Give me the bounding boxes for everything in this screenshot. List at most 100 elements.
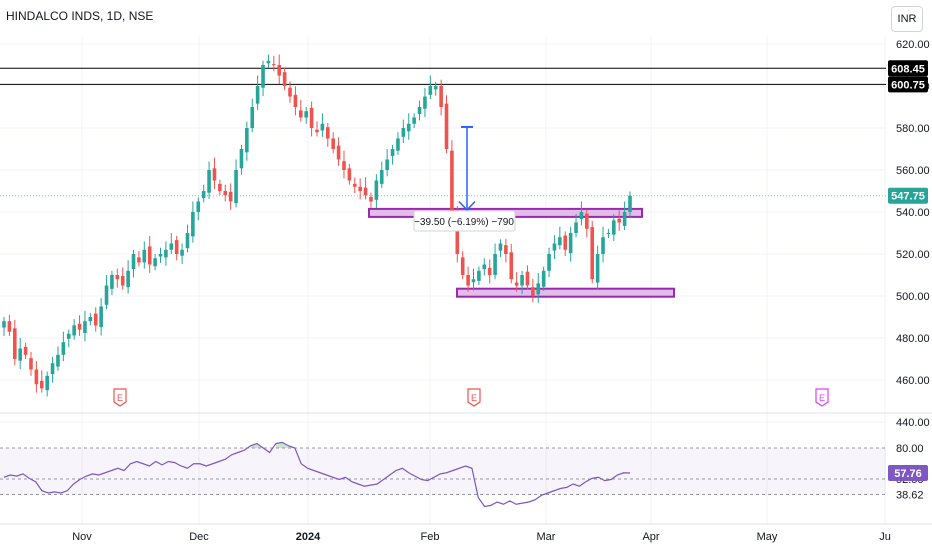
candle-body [207, 170, 211, 193]
candle-body [131, 254, 136, 270]
candle-body [450, 150, 454, 212]
candle-body [547, 254, 551, 271]
candle-body [196, 201, 201, 212]
candle-body [385, 159, 389, 170]
candle-body [115, 275, 120, 280]
candle-body [110, 275, 114, 289]
candle-body [169, 243, 174, 250]
candle-body [261, 65, 265, 88]
candle-body [158, 254, 163, 257]
earnings-letter: E [471, 393, 477, 403]
candle-body [336, 145, 341, 160]
price-badge-bg [888, 76, 928, 93]
earnings-badge [113, 388, 127, 407]
price-badge: 600.75 [888, 76, 928, 93]
candle-body [455, 210, 460, 254]
candle-body [363, 187, 368, 196]
rsi-band [0, 448, 886, 495]
earnings-marker: E [815, 388, 829, 407]
candle-body [234, 170, 238, 204]
candle-body [7, 321, 12, 332]
candle-body [180, 249, 184, 256]
candle-body [218, 183, 222, 191]
candle-body [347, 168, 352, 181]
candle-body [612, 220, 616, 235]
candle-body [406, 123, 411, 132]
candle-body [2, 321, 6, 328]
candle-body [12, 328, 17, 359]
time-tick-label: Feb [421, 531, 440, 543]
candle-body [558, 237, 562, 246]
candle-body [56, 354, 60, 367]
candle-body [514, 282, 519, 286]
candle-body [477, 270, 481, 281]
candle-body [34, 369, 39, 385]
price-badge: 547.75 [888, 187, 928, 204]
candle-body [29, 358, 33, 370]
price-tick-label: 500.00 [896, 291, 930, 303]
candle-body [504, 245, 508, 254]
time-tick-label: May [757, 531, 778, 543]
candle-body [466, 275, 470, 286]
candle-body [185, 233, 190, 249]
currency-button[interactable]: INR [891, 6, 923, 32]
measure-tool: −39.50 (−6.19%) −790 [413, 125, 516, 232]
candle-body [622, 212, 627, 226]
candle-body [358, 186, 362, 191]
candle-body [342, 161, 346, 170]
time-tick-label: Ju [879, 531, 891, 543]
candle-body [104, 285, 109, 305]
candle-body [579, 212, 584, 220]
candle-body [174, 240, 179, 254]
candle-body [120, 275, 125, 286]
candle-body [39, 380, 44, 389]
price-tick-label: 540.00 [896, 207, 930, 219]
rsi-value-badge: 57.76 [888, 465, 928, 482]
candle-body [493, 254, 497, 275]
candle-body [99, 306, 103, 328]
candle-body [325, 127, 330, 139]
candle-body [536, 283, 541, 295]
candle-body [137, 257, 141, 263]
candle-body [77, 323, 82, 330]
candle-body [563, 235, 568, 250]
candle-body [245, 128, 249, 153]
candle-body [320, 123, 325, 131]
candle-body [439, 86, 443, 107]
candle-body [606, 233, 611, 234]
candle-body [568, 233, 573, 254]
earnings-badge [815, 388, 829, 407]
candle-body [266, 60, 271, 64]
candle-body [164, 249, 168, 258]
candle-body [83, 321, 87, 333]
candle-body [126, 270, 130, 288]
candle-body [433, 86, 438, 90]
candle-body [201, 191, 206, 199]
candle-body [66, 333, 71, 339]
candle-body [293, 94, 298, 107]
candle-body [595, 254, 600, 283]
candle-body [50, 363, 55, 375]
candle-body [153, 258, 157, 267]
rsi-line [3, 441, 631, 508]
candle-body [471, 279, 476, 283]
candle-body [228, 191, 233, 202]
candle-body [272, 64, 276, 66]
candle-body [487, 267, 492, 275]
candle-body [93, 313, 98, 326]
candle-body [417, 107, 422, 115]
candle-body [590, 227, 595, 280]
price-tick-label: 460.00 [896, 375, 930, 387]
earnings-letter: E [819, 393, 825, 403]
candle-body [88, 317, 93, 322]
candle-body [498, 243, 503, 251]
candle-body [460, 257, 465, 275]
candle-body [45, 375, 49, 391]
candle-body [509, 252, 514, 280]
candle-body [374, 180, 379, 200]
rsi-badge-text: 57.76 [894, 468, 922, 480]
measure-arrow-head [458, 200, 476, 211]
candle-body [390, 149, 395, 157]
candle-body [428, 86, 433, 95]
